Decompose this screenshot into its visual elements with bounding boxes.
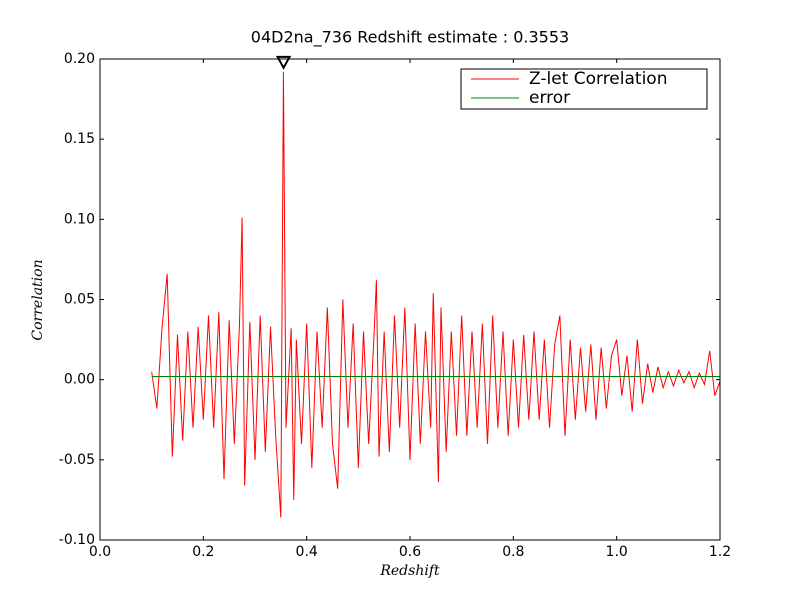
y-tick-label: -0.05 (59, 452, 95, 468)
x-axis-label: Redshift (379, 563, 440, 579)
y-tick-label: 0.20 (64, 51, 95, 67)
x-tick-label: 0.6 (399, 544, 421, 560)
legend-box (460, 68, 708, 110)
y-tick-label: 0.05 (64, 292, 95, 308)
y-tick-label: 0.10 (64, 211, 95, 227)
x-tick-label: 1.0 (606, 544, 628, 560)
legend-label: error (529, 88, 570, 108)
x-tick-label: 1.2 (709, 544, 731, 560)
y-tick-label: -0.10 (59, 532, 95, 548)
y-tick-label: 0.00 (64, 372, 95, 388)
peak-marker (275, 55, 292, 70)
x-tick-label: 0.0 (89, 544, 111, 560)
data-line (151, 71, 721, 518)
y-axis-label: Correlation (30, 259, 46, 340)
x-tick-label: 0.4 (296, 544, 318, 560)
x-tick-label: 0.2 (192, 544, 214, 560)
legend-label: Z-let Correlation (529, 69, 667, 89)
chart-title: 04D2na_736 Redshift estimate : 0.3553 (251, 28, 569, 48)
x-tick-label: 0.8 (502, 544, 524, 560)
y-tick-label: 0.15 (64, 131, 95, 147)
